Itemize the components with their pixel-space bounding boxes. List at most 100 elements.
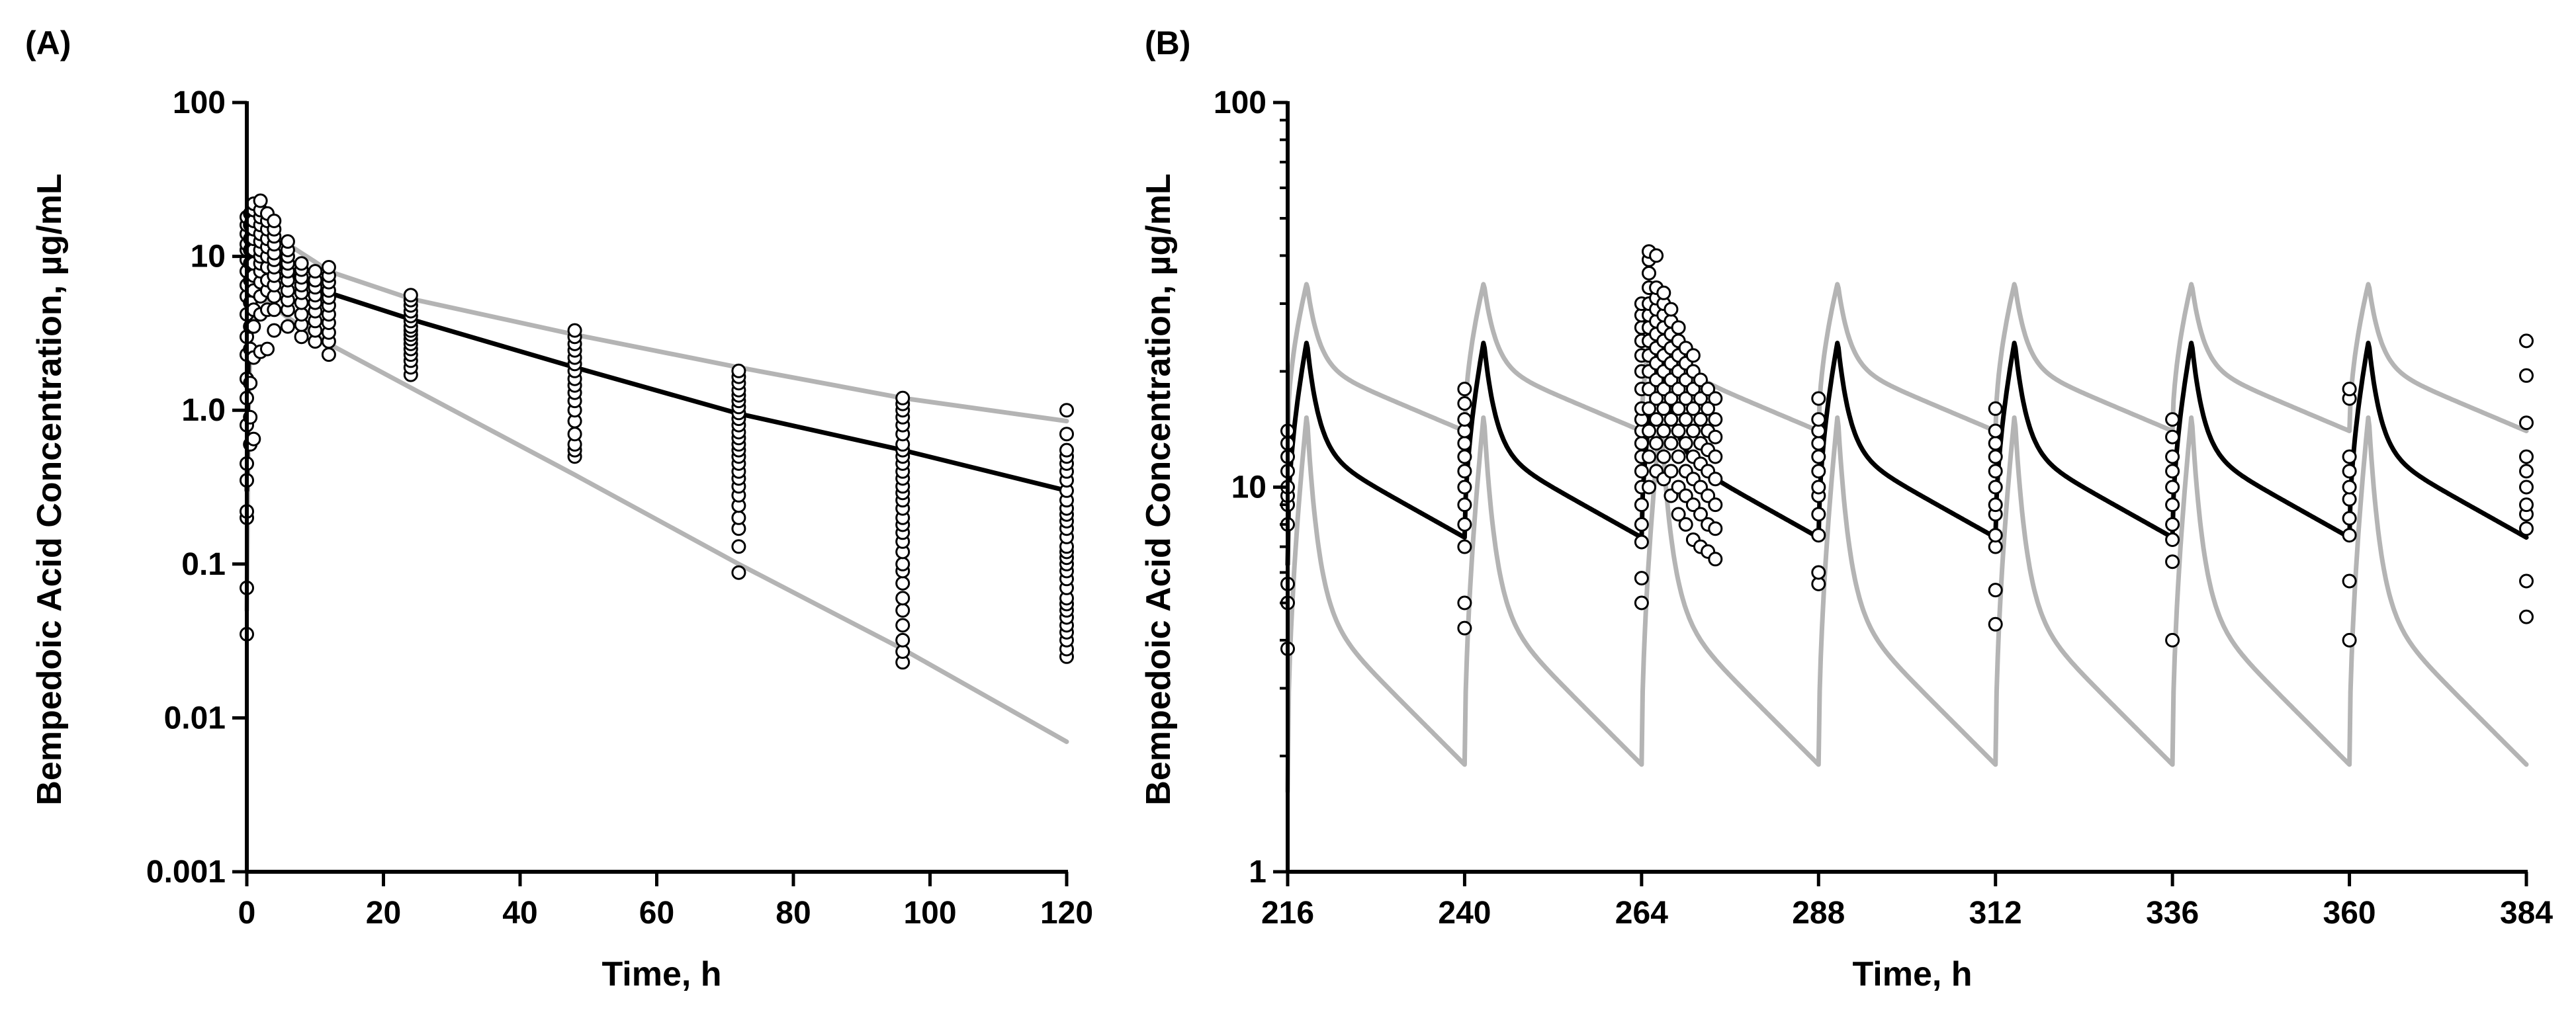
panel-a-data-point [1059,442,1074,458]
panel-b-data-point [2165,517,2180,532]
panel-b-data-point [2342,382,2357,397]
panel-b-data-point [2519,333,2534,349]
panel-a-line-lower-bound [244,295,1069,744]
panel-b-data-point [1811,507,1826,522]
panel-a-x-tick-label: 0 [238,896,256,931]
panel-a-x-tick-label: 40 [502,896,537,931]
panel-b-data-point [1457,382,1472,397]
panel-b-y-tick-label: 100 [1214,85,1266,120]
panel-b-data-point [2519,415,2534,431]
panel-b-data-point [1656,401,1671,416]
panel-a-data-point [895,632,910,648]
panel-b-data-point [2165,632,2180,648]
panel-b-data-point [1664,302,1679,317]
panel-b-data-point [1988,401,2003,416]
panel-a-data-point [1059,403,1074,418]
panel-b-data-point [1634,436,1649,451]
panel-b-data-point [2165,412,2180,427]
panel-b-data-point [1811,391,1826,406]
panel-b-data-point [1457,412,1472,427]
panel-b-data-point [1685,497,1701,513]
panel-b-data-point [2165,480,2180,495]
panel-b-data-point [1988,528,2003,543]
panel-a-x-tick-label: 100 [903,896,956,931]
panel-a-x-tick-label: 20 [366,896,401,931]
panel-b-data-point [2342,573,2357,589]
panel-b-lines [1285,282,2529,794]
panel-b-data-point [1634,517,1649,532]
panel-b-data-point [1664,391,1679,406]
panel-b-ylabel: Bempedoic Acid Concentration, µg/mL [1139,173,1178,805]
panel-b-data-point [2165,497,2180,513]
panel-b-data-point [1708,472,1723,487]
panel-b-data-point [1656,423,1671,439]
panel-b-data-point [2342,491,2357,507]
panel-b-data-point [1634,571,1649,586]
panel-a-y-tick-label: 0.01 [164,700,226,736]
panel-b-data-point [2519,609,2534,624]
panel-b-data-point [1634,534,1649,550]
panel-a-points [240,193,1074,670]
panel-a-data-point [267,323,282,338]
panel-b-data-point [1678,517,1693,532]
panel-b-data-point [1701,382,1716,397]
panel-b-data-point [1988,449,2003,464]
panel-b-xlabel: Time, h [1852,955,1972,993]
panel-b-data-point [1457,436,1472,451]
panel-a-data-point [294,329,309,345]
panel-b-data-point [1671,423,1686,439]
panel-b-data-point [1671,401,1686,416]
panel-b-data-point [1642,480,1656,495]
panel-b-data-point [2342,480,2357,495]
panel-b-data-point [1656,285,1671,300]
panel-b-data-point [1811,449,1826,464]
panel-a-data-point [895,390,910,405]
panel-b-points [1280,244,2534,656]
panel-b-data-point [1693,507,1708,522]
panel-b-data-point [2342,528,2357,543]
panel-b-data-point [1671,320,1686,335]
panel-b-data-point [1708,552,1723,567]
panel-b-x-tick-label: 336 [2146,896,2199,931]
panel-b-data-point [1693,391,1708,406]
panel-b-data-point [1988,497,2003,513]
panel-a-y-tick-label: 100 [173,85,226,120]
panel-a-data-point [321,260,336,274]
panel-b-line-median [1285,341,2529,568]
panel-b-data-point [1642,449,1656,464]
panel-b-data-point [1708,429,1723,444]
panel-a-x-tick-label: 80 [776,896,811,931]
panel-b-data-point [1988,616,2003,632]
panel-b-data-point [1457,396,1472,411]
panel-b-y-tick-label: 10 [1231,470,1266,505]
panel-b-data-point [1642,401,1656,416]
panel-b-data-point [1988,583,2003,598]
panel-b-data-point [1664,412,1679,427]
panel-b-data-point [1457,480,1472,495]
panel-b-data-point [1649,391,1664,406]
panel-b-data-point [1634,595,1649,610]
panel-b-data-point [1664,464,1679,479]
panel-b-x-tick-label: 384 [2500,896,2553,931]
panel-b-data-point [2165,429,2180,444]
panel-b: (B) 1 10 100 216 240 264 288 312 336 360 384 Time,… [1139,24,2553,993]
panel-a-data-point [253,193,268,208]
panel-b-data-point [2519,449,2534,464]
panel-b-data-point [1457,539,1472,554]
panel-b-data-point [2519,480,2534,495]
panel-b-data-point [2519,521,2534,536]
panel-b-data-point [1457,449,1472,464]
panel-a-y-tick-label: 0.001 [146,855,226,890]
panel-b-data-point [2342,464,2357,479]
panel-a-data-point [731,510,746,525]
panel-a-data-point [260,341,275,357]
panel-a-data-point [731,565,746,580]
panel-a-lines [244,227,1069,744]
panel-b-data-point [1693,412,1708,427]
panel-a-data-point [567,323,582,338]
panel-b-data-point [1671,507,1686,522]
panel-a-xlabel: Time, h [601,955,721,993]
panel-a-data-point [294,256,309,271]
